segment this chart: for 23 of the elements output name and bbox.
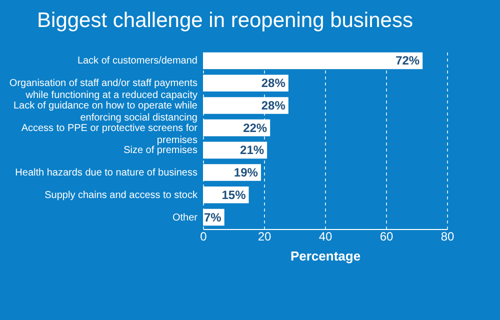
chart-title: Biggest challenge in reopening business	[37, 9, 413, 32]
data-label: 28%	[261, 76, 286, 90]
data-label: 19%	[234, 166, 258, 180]
x-tick-label: 60	[380, 230, 394, 244]
data-label: 7%	[204, 210, 222, 224]
x-tick-label: 0	[200, 230, 208, 244]
x-tick-label: 40	[318, 230, 332, 244]
x-tick-label: 80	[440, 230, 454, 244]
data-label: 22%	[243, 120, 268, 135]
y-tick-label: Lack of guidance on how to operate while enforcing social distancing	[13, 100, 198, 124]
y-tick-label: Size of premises	[124, 145, 198, 156]
y-tick-label: Supply chains and access to stock	[44, 190, 198, 201]
data-label: 15%	[222, 188, 246, 202]
y-tick-label: Health hazards due to nature of business	[15, 168, 198, 179]
data-label: 28%	[261, 98, 286, 112]
data-label: 21%	[240, 143, 264, 158]
x-tick-label: 20	[258, 230, 272, 244]
y-tick-label: Organisation of staff and/or staff payments while functioning at a reduced capacity	[9, 78, 198, 102]
data-label: 72%	[396, 54, 420, 68]
x-axis-title: Percentage	[290, 248, 361, 264]
y-tick-label: Other	[172, 212, 198, 224]
y-tick-label: Access to PPE or protective screens for premises	[21, 122, 198, 146]
y-tick-label: Lack of customers/demand	[77, 56, 198, 67]
